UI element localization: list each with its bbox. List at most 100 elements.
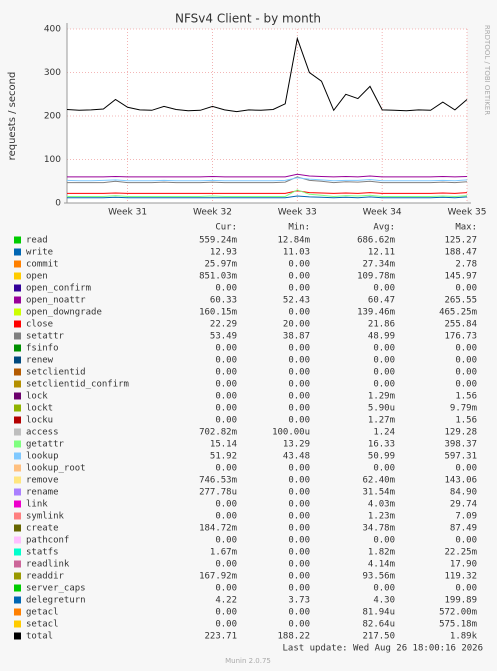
legend-stat: 0.00 [455,368,477,378]
legend-stat: 0.00 [288,548,310,558]
legend-stat: 559.24m [199,236,237,246]
y-axis-label: requests / second [7,72,18,161]
legend-stat: 0.00 [455,464,477,474]
legend-stat: 13.29 [283,440,310,450]
legend-stat: 0.00 [288,620,310,630]
legend-stat: 265.55 [444,296,477,306]
legend-swatch [14,296,21,304]
legend-stat: 0.00 [215,500,237,510]
legend-stat: 52.43 [283,296,310,306]
legend-stat: 277.78u [199,488,237,498]
legend-swatch [14,524,21,532]
legend-stat: 38.87 [283,332,310,342]
legend-stat: 0.00 [288,308,310,318]
legend-label: commit [26,260,59,270]
legend-stat: 82.64u [362,620,395,630]
series-line [67,190,468,194]
legend-swatch [14,344,21,352]
legend-swatch [14,560,21,568]
side-text: RRDTOOL / TOBI OETIKER [483,25,491,115]
legend-swatch [14,356,21,364]
legend-stat: 0.00 [215,584,237,594]
series-line [67,195,468,199]
legend-stat: 48.99 [368,332,395,342]
legend-stat: 746.53m [199,476,237,486]
series-line [66,36,468,113]
legend-swatch [14,260,21,268]
legend-swatch [14,476,21,484]
legend-stat: 4.03m [368,500,395,510]
legend-stat: 139.46m [357,308,395,318]
legend-stat: 199.89 [444,596,477,606]
last-update: Last update: Wed Aug 26 18:00:16 2026 [283,644,483,654]
legend-label: renew [26,356,54,366]
x-tick-label: Week 32 [193,208,232,218]
legend-stat: 5.90u [368,404,395,414]
legend-swatch [14,272,21,280]
legend-stat: 0.00 [288,368,310,378]
legend-swatch [14,368,21,376]
legend-label: lookup [26,452,59,462]
legend-stat: 188.22 [277,632,310,642]
legend-label: total [26,632,53,642]
legend-stat: 4.14m [368,560,395,570]
legend-stat: 0.00 [215,620,237,630]
legend-stat: 0.00 [215,608,237,618]
legend-swatch [14,488,21,496]
legend-stat: 27.34m [362,260,395,270]
legend-label: lockt [26,404,53,414]
legend-stat: 0.00 [373,464,395,474]
legend-stat: 34.78m [362,524,395,534]
legend-stat: 0.00 [288,356,310,366]
y-tick-label: 400 [44,25,61,35]
legend-label: write [26,248,53,258]
legend-stat: 21.86 [368,320,395,330]
legend-stat: 119.32 [444,572,477,582]
legend-stat: 1.82m [368,548,395,558]
legend-stat: 0.00 [215,536,237,546]
legend-label: lookup_root [26,464,86,474]
legend-stat: 4.22 [215,596,237,606]
legend-stat: 0.00 [288,476,310,486]
legend-swatch [14,248,21,256]
legend-label: read [26,236,48,246]
legend-stat: 167.92m [199,572,237,582]
column-header: Avg: [373,223,395,233]
legend-label: close [26,320,53,330]
legend-label: lock [26,392,48,402]
legend-stat: 0.00 [455,284,477,294]
legend-stat: 51.92 [210,452,237,462]
legend-stat: 20.00 [283,320,310,330]
legend-label: rename [26,488,59,498]
legend-stat: 0.00 [373,344,395,354]
y-tick-label: 0 [55,199,61,209]
legend-stat: 575.18m [439,620,477,630]
legend-label: locku [26,416,53,426]
legend-swatch [14,572,21,580]
y-tick-label: 200 [44,112,61,122]
legend-stat: 184.72m [199,524,237,534]
legend-swatch [14,404,21,412]
legend-label: fsinfo [26,344,59,354]
legend-stat: 0.00 [288,344,310,354]
legend-stat: 597.31 [444,452,477,462]
legend-stat: 1.24 [373,428,395,438]
legend-stat: 0.00 [288,284,310,294]
y-tick-label: 300 [44,68,61,78]
legend-stat: 851.03m [199,272,237,282]
legend-stat: 7.09 [455,512,477,522]
x-tick-label: Week 33 [278,208,317,218]
legend-label: setacl [26,620,59,630]
legend-swatch [14,512,21,520]
legend-label: open [26,272,48,282]
legend-stat: 11.03 [283,248,310,258]
legend-label: setclientid_confirm [26,380,129,390]
legend-stat: 0.00 [373,584,395,594]
legend-swatch [14,464,21,472]
legend-label: link [26,500,48,510]
legend-stat: 0.00 [215,464,237,474]
legend-swatch [14,308,21,316]
legend-stat: 0.00 [373,536,395,546]
legend-stat: 0.00 [215,392,237,402]
legend-stat: 0.00 [288,380,310,390]
